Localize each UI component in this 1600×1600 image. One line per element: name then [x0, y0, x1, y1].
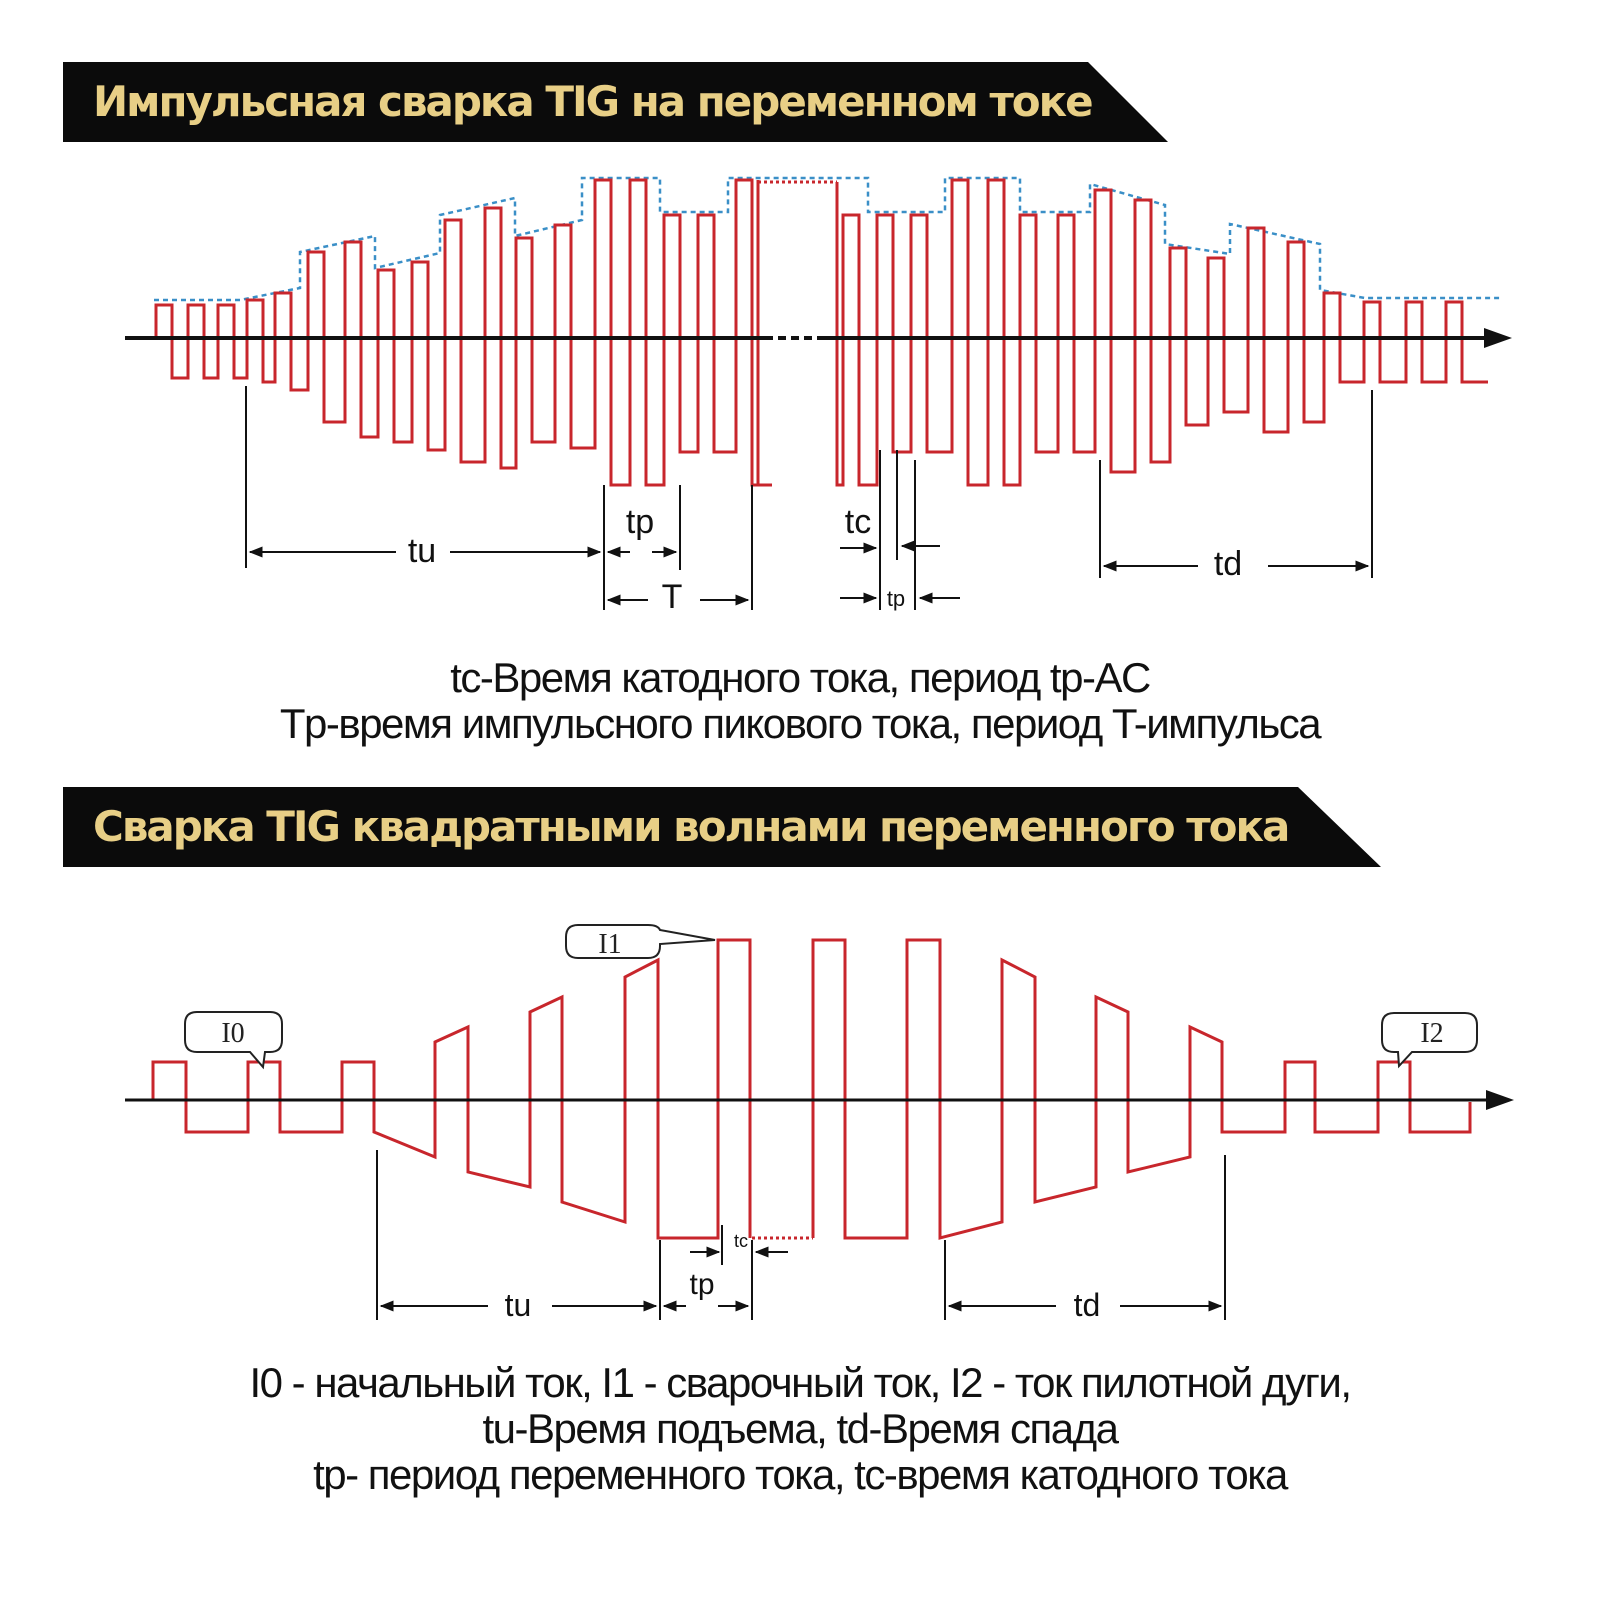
I0-callout: I0	[184, 1011, 283, 1070]
T-label: T	[662, 578, 683, 616]
tc-label: tc	[734, 1231, 748, 1251]
diagram2-svg: I0 I1 I2 tc tp tu td	[125, 924, 1514, 1323]
banner-background	[63, 62, 1168, 142]
axis-arrow	[1484, 328, 1512, 348]
waveform-right	[835, 178, 1488, 487]
time-axis	[125, 1090, 1514, 1110]
section1-title: Импульсная сварка TIG на переменном токе	[93, 77, 1094, 126]
envelope-polyline	[154, 176, 1500, 302]
dimension-lines	[245, 386, 1373, 610]
dimension-lines	[376, 1150, 1226, 1320]
banner-background	[63, 787, 1381, 867]
diagram1-svg: tu tp T tc tp td	[125, 176, 1512, 616]
td-label: td	[1074, 1287, 1101, 1323]
section2-title: Сварка TIG квадратными волнами переменно…	[93, 802, 1290, 851]
tu-label: tu	[408, 532, 436, 570]
section1-caption-line-2: Tp-время импульсного пикового тока, пери…	[279, 700, 1322, 747]
tp-small-label: tp	[887, 586, 905, 611]
tc-label: tc	[845, 503, 871, 541]
section2-caption-line-1: I0 - начальный ток, I1 - сварочный ток, …	[249, 1359, 1352, 1406]
square-wave-ac-diagram: I0 I1 I2 tc tp tu td	[0, 880, 1600, 1360]
I1-callout: I1	[565, 924, 716, 960]
axis-arrow	[1486, 1090, 1514, 1110]
waveform-left	[154, 178, 772, 487]
I1-label: I1	[598, 929, 621, 960]
section1-caption-line-1: tc-Время катодного тока, период tp-AC	[450, 654, 1151, 701]
section2-caption: I0 - начальный ток, I1 - сварочный ток, …	[0, 1360, 1600, 1498]
I2-callout: I2	[1381, 1012, 1478, 1069]
section2-caption-line-3: tp- период переменного тока, tc-время ка…	[313, 1451, 1288, 1498]
pulsed-ac-waveform-diagram: tu tp T tc tp td	[0, 150, 1600, 630]
waveform-path	[151, 938, 1472, 1240]
pulsed-ac-waveform	[154, 178, 1488, 487]
section1-caption: tc-Время катодного тока, период tp-AC Tp…	[0, 655, 1600, 747]
time-axis	[125, 328, 1512, 348]
tu-label: tu	[505, 1287, 532, 1323]
tp-label: tp	[626, 503, 654, 541]
square-ac-waveform	[151, 938, 1472, 1240]
section2-caption-line-2: tu-Время подъема, td-Время спада	[482, 1405, 1119, 1452]
I2-label: I2	[1420, 1018, 1443, 1049]
tp-label: tp	[689, 1268, 714, 1301]
td-label: td	[1214, 545, 1242, 583]
I0-label: I0	[221, 1018, 244, 1049]
envelope-dotted-line	[154, 176, 1500, 302]
